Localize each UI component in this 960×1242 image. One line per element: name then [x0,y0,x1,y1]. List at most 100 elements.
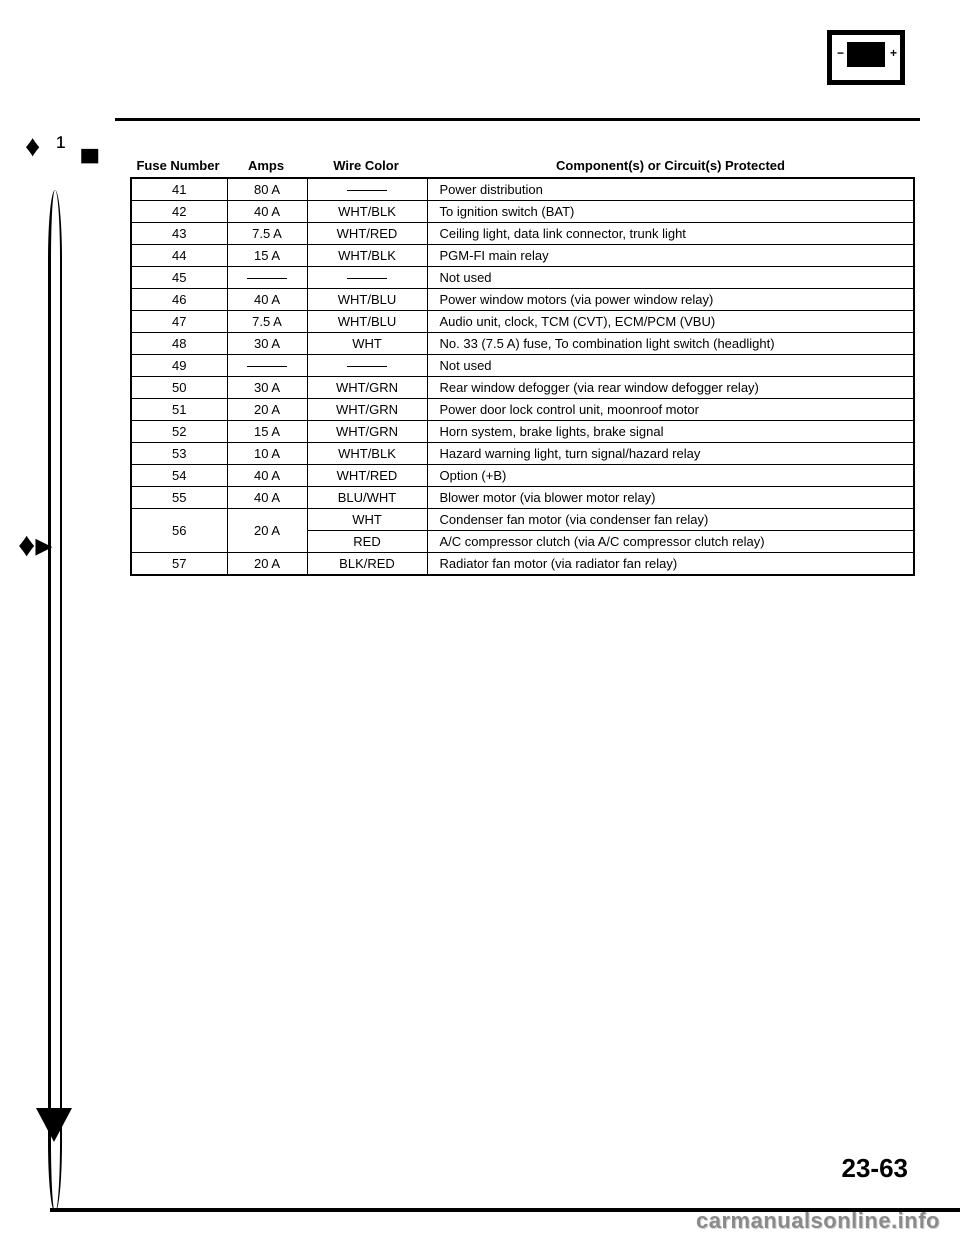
cell-fuse: 46 [131,289,227,311]
cell-comp: Hazard warning light, turn signal/hazard… [427,443,914,465]
cell-comp: A/C compressor clutch (via A/C compresso… [427,531,914,553]
cell-wire: WHT/BLK [307,245,427,267]
cell-fuse: 44 [131,245,227,267]
cell-amps: 40 A [227,201,307,223]
table-row: 5310 AWHT/BLKHazard warning light, turn … [131,443,914,465]
cell-amps: 30 A [227,377,307,399]
table-row: 5620 AWHTCondenser fan motor (via conden… [131,509,914,531]
cell-comp: Not used [427,355,914,377]
cell-wire: WHT/GRN [307,421,427,443]
cell-fuse: 41 [131,178,227,201]
page-marker-top: ♦ ¹ ▄ [25,130,102,164]
cell-comp: Option (+B) [427,465,914,487]
battery-icon: − + [827,30,905,85]
header-comp: Component(s) or Circuit(s) Protected [426,158,915,173]
table-row: 49 Not used [131,355,914,377]
table-row: 5720 ABLK/REDRadiator fan motor (via rad… [131,553,914,576]
cell-wire: BLU/WHT [307,487,427,509]
page-number: 23-63 [842,1153,909,1184]
fuse-table: 4180 APower distribution4240 AWHT/BLKTo … [130,177,915,576]
top-divider [115,118,920,121]
table-row: 4415 AWHT/BLKPGM-FI main relay [131,245,914,267]
cell-amps: 10 A [227,443,307,465]
cell-comp: Radiator fan motor (via radiator fan rel… [427,553,914,576]
cell-wire: WHT/BLU [307,311,427,333]
table-row: 4640 AWHT/BLUPower window motors (via po… [131,289,914,311]
cell-wire: WHT/RED [307,223,427,245]
cell-comp: Power distribution [427,178,914,201]
cell-comp: PGM-FI main relay [427,245,914,267]
cell-wire: WHT/BLK [307,201,427,223]
cell-fuse: 47 [131,311,227,333]
cell-fuse: 57 [131,553,227,576]
cell-comp: Ceiling light, data link connector, trun… [427,223,914,245]
cell-fuse: 51 [131,399,227,421]
content-area: Fuse Number Amps Wire Color Component(s)… [130,158,915,576]
cell-comp: Power door lock control unit, moonroof m… [427,399,914,421]
cell-comp: Horn system, brake lights, brake signal [427,421,914,443]
table-row: 437.5 AWHT/REDCeiling light, data link c… [131,223,914,245]
cell-amps: 7.5 A [227,311,307,333]
cell-wire: BLK/RED [307,553,427,576]
cell-amps: 20 A [227,399,307,421]
table-row: 45 Not used [131,267,914,289]
table-row: 4180 A Power distribution [131,178,914,201]
cell-wire [307,178,427,201]
cell-amps [227,267,307,289]
cell-amps: 40 A [227,465,307,487]
cell-amps: 7.5 A [227,223,307,245]
cell-comp: Power window motors (via power window re… [427,289,914,311]
cell-comp: Audio unit, clock, TCM (CVT), ECM/PCM (V… [427,311,914,333]
cell-wire: WHT [307,509,427,531]
cell-wire: RED [307,531,427,553]
header-amps: Amps [226,158,306,173]
table-row: 5030 AWHT/GRNRear window defogger (via r… [131,377,914,399]
cell-amps: 40 A [227,289,307,311]
cell-comp: Not used [427,267,914,289]
cell-amps: 20 A [227,553,307,576]
cell-fuse: 43 [131,223,227,245]
cell-wire: WHT/BLK [307,443,427,465]
cell-fuse: 42 [131,201,227,223]
cell-amps: 15 A [227,245,307,267]
cell-wire: WHT/RED [307,465,427,487]
table-row: 4240 AWHT/BLKTo ignition switch (BAT) [131,201,914,223]
cell-wire: WHT/GRN [307,399,427,421]
table-row: 5120 AWHT/GRNPower door lock control uni… [131,399,914,421]
binding-edge [48,190,62,1212]
cell-fuse: 52 [131,421,227,443]
cell-wire [307,355,427,377]
cell-amps: 40 A [227,487,307,509]
cell-amps: 15 A [227,421,307,443]
header-fuse: Fuse Number [130,158,226,173]
cell-comp: Blower motor (via blower motor relay) [427,487,914,509]
table-row: 4830 AWHTNo. 33 (7.5 A) fuse, To combina… [131,333,914,355]
cell-amps: 80 A [227,178,307,201]
table-row: 5440 AWHT/REDOption (+B) [131,465,914,487]
cell-wire: WHT [307,333,427,355]
minus-icon: − [837,46,844,60]
cell-amps [227,355,307,377]
cell-comp: Rear window defogger (via rear window de… [427,377,914,399]
cell-wire: WHT/BLU [307,289,427,311]
cell-comp: To ignition switch (BAT) [427,201,914,223]
cell-amps: 20 A [227,509,307,553]
header-wire: Wire Color [306,158,426,173]
watermark: carmanualsonline.info [696,1208,940,1234]
cell-fuse: 53 [131,443,227,465]
cell-comp: No. 33 (7.5 A) fuse, To combination ligh… [427,333,914,355]
cell-wire: WHT/GRN [307,377,427,399]
table-row: 5215 AWHT/GRNHorn system, brake lights, … [131,421,914,443]
binding-arrow [36,1108,72,1142]
table-row: 5540 ABLU/WHTBlower motor (via blower mo… [131,487,914,509]
cell-fuse: 50 [131,377,227,399]
plus-icon: + [890,46,897,60]
table-row: 477.5 AWHT/BLUAudio unit, clock, TCM (CV… [131,311,914,333]
cell-fuse: 55 [131,487,227,509]
cell-fuse: 56 [131,509,227,553]
cell-fuse: 49 [131,355,227,377]
cell-fuse: 45 [131,267,227,289]
cell-fuse: 54 [131,465,227,487]
cell-wire [307,267,427,289]
cell-amps: 30 A [227,333,307,355]
